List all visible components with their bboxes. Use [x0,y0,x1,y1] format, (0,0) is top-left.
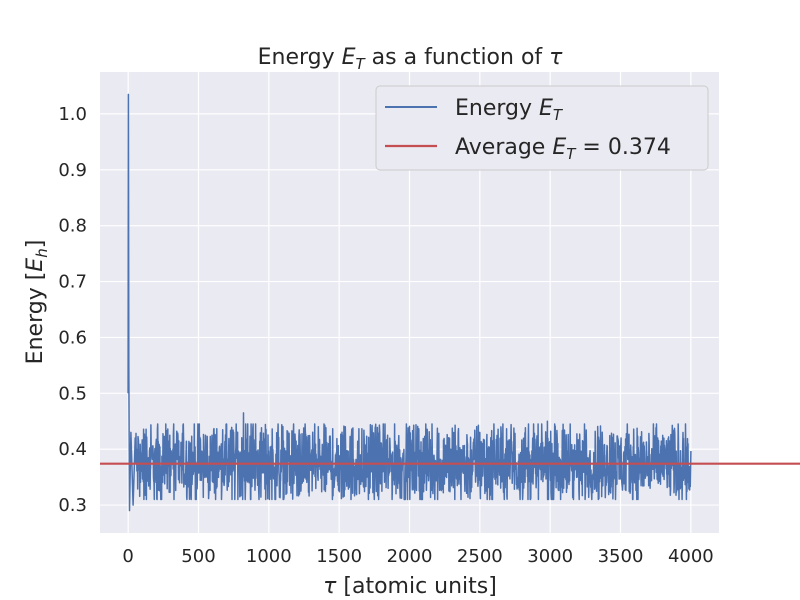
x-tick-label: 2500 [457,546,503,567]
y-tick-label: 0.3 [58,495,87,516]
legend-energy-math: E [539,96,553,121]
y-axis-label-text: Energy [ [23,272,48,365]
legend: Energy ET Average ET = 0.374 [375,85,709,171]
legend-average-suffix: = 0.374 [575,135,670,160]
y-tick-label: 0.8 [58,216,87,237]
energy-series-line [127,93,692,512]
x-tick-label: 1000 [246,546,292,567]
legend-average-sub: T [566,145,577,163]
x-axis-label: τ [atomic units] [323,574,497,599]
x-tick-label: 2000 [387,546,433,567]
x-axis-label-symbol: τ [323,574,337,599]
y-axis-ticks: 0.3 0.4 0.5 0.6 0.7 0.8 0.9 1.0 [58,104,87,516]
y-tick-label: 0.6 [58,327,87,348]
legend-energy-sub: T [553,106,564,124]
x-axis-label-text: [atomic units] [336,574,496,599]
chart-title-math: E [342,45,356,70]
y-axis-label-sub: h [33,248,51,258]
legend-average-prefix: Average [455,135,552,160]
chart-title-sub: T [356,55,367,73]
y-tick-label: 0.7 [58,272,87,293]
x-axis-ticks: 0 500 1000 1500 2000 2500 3000 3500 4000 [122,546,713,567]
chart-title-suffix: as a function of [365,45,549,70]
chart-title: Energy ET as a function of τ [258,45,564,73]
x-tick-label: 3000 [527,546,573,567]
chart-title-prefix: Energy [258,45,342,70]
y-tick-label: 1.0 [58,104,87,125]
legend-label-average: Average ET = 0.374 [455,135,671,163]
legend-label-energy: Energy ET [455,96,564,124]
legend-box [375,85,709,171]
chart-title-symbol: τ [549,45,563,70]
x-tick-label: 1500 [316,546,362,567]
legend-average-math: E [552,135,566,160]
legend-energy-prefix: Energy [455,96,539,121]
y-tick-label: 0.5 [58,383,87,404]
x-tick-label: 3500 [598,546,644,567]
x-tick-label: 4000 [668,546,714,567]
y-axis-label-suffix: ] [23,240,48,249]
y-axis-label: Energy [Eh] [23,240,51,365]
x-tick-label: 0 [122,546,133,567]
x-tick-label: 500 [181,546,215,567]
y-axis-label-math: E [23,258,48,272]
y-tick-label: 0.9 [58,160,87,181]
y-tick-label: 0.4 [58,439,87,460]
